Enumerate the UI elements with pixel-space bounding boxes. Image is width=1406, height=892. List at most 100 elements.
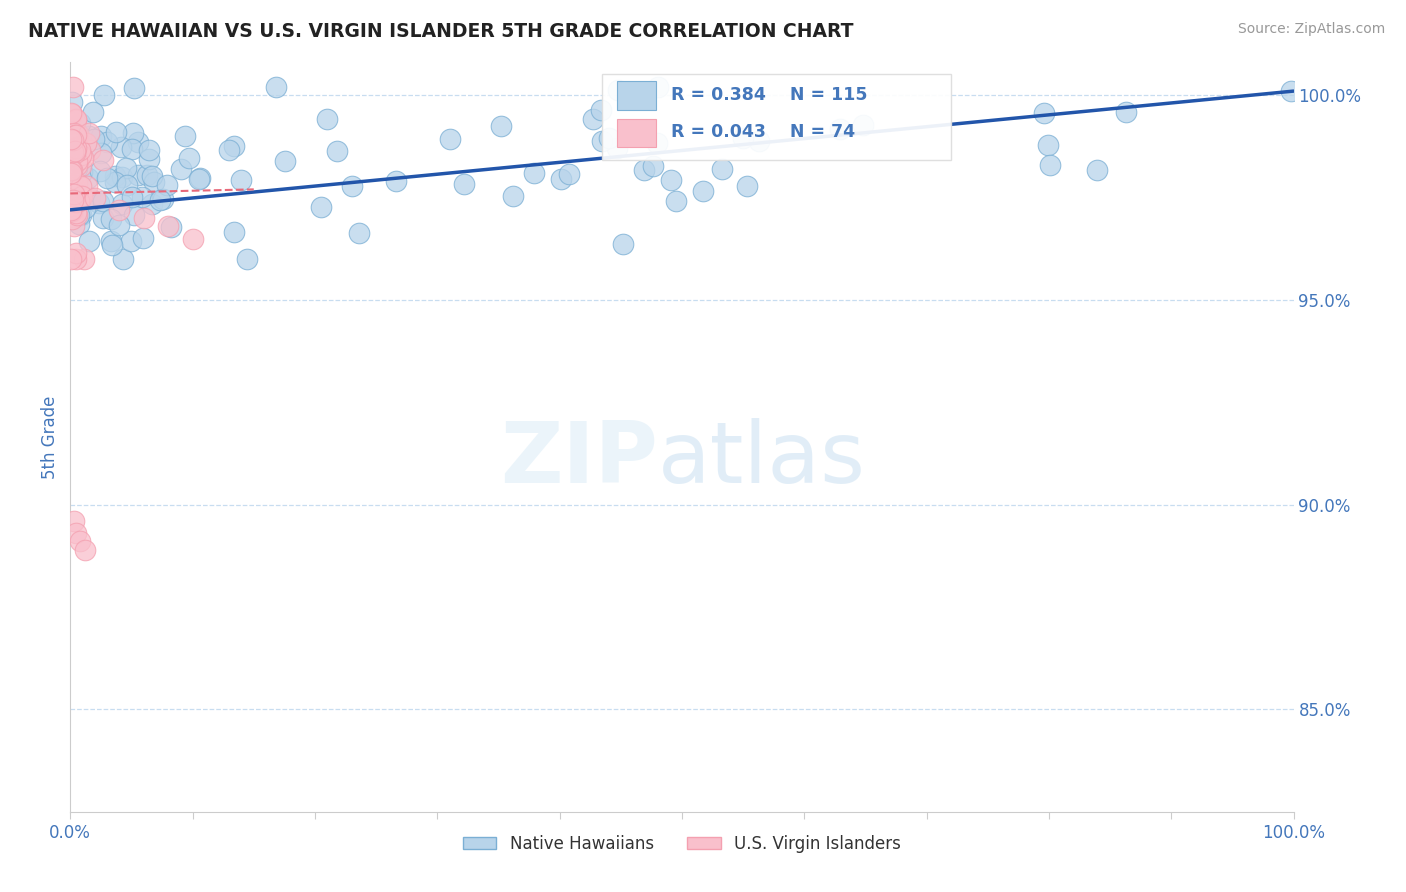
Point [62, 183, 84, 197]
Point [711, 161, 734, 176]
Point [60, 132, 83, 146]
Point [73, 201, 96, 215]
Point [309, 200, 332, 214]
Point [222, 139, 245, 153]
Point [62, 133, 84, 147]
Point [59, 166, 82, 180]
Text: R = 0.384    N = 115: R = 0.384 N = 115 [671, 86, 868, 103]
Point [326, 145, 349, 159]
Point [550, 172, 572, 186]
Point [122, 81, 145, 95]
Legend: Native Hawaiians, U.S. Virgin Islanders: Native Hawaiians, U.S. Virgin Islanders [457, 829, 907, 860]
Point [76, 179, 98, 194]
Point [121, 190, 143, 204]
Point [665, 194, 688, 208]
Point [63, 180, 86, 194]
Point [63, 146, 86, 161]
Point [66, 158, 89, 172]
Point [60, 204, 83, 219]
Point [77, 128, 100, 143]
Point [62, 211, 84, 225]
Point [60, 252, 83, 266]
Point [731, 131, 754, 145]
Point [66, 140, 89, 154]
Point [131, 190, 153, 204]
Point [59, 145, 82, 159]
Point [60, 212, 83, 227]
Point [90, 146, 112, 161]
Point [67, 194, 90, 208]
Point [111, 252, 134, 266]
Point [63, 136, 86, 151]
Point [73, 542, 96, 557]
Point [692, 184, 714, 198]
Point [60, 134, 83, 148]
Point [62, 80, 84, 95]
Point [76, 171, 98, 186]
Point [65, 252, 87, 266]
Point [60, 173, 83, 187]
Point [83, 132, 105, 146]
Point [108, 202, 131, 217]
Text: R = 0.043    N = 74: R = 0.043 N = 74 [671, 123, 855, 141]
Point [69, 189, 91, 203]
Point [633, 162, 655, 177]
Point [59, 202, 82, 217]
Point [104, 176, 127, 190]
Point [70, 160, 93, 174]
Point [59, 105, 82, 120]
Point [70, 148, 93, 162]
Point [177, 152, 200, 166]
Point [77, 235, 100, 249]
Point [110, 140, 132, 154]
Point [169, 162, 191, 177]
Point [93, 88, 115, 103]
Point [598, 131, 620, 145]
Point [82, 105, 104, 120]
Point [60, 136, 83, 151]
Point [141, 169, 163, 183]
Point [66, 161, 89, 175]
Point [489, 119, 512, 133]
Point [120, 234, 142, 248]
Point [63, 129, 86, 144]
Point [1087, 163, 1109, 178]
Point [1032, 106, 1054, 120]
Point [96, 135, 118, 149]
Point [60, 191, 83, 205]
Point [138, 143, 160, 157]
Point [121, 142, 143, 156]
Point [75, 136, 97, 151]
Point [62, 149, 84, 163]
Point [132, 230, 155, 244]
Point [591, 134, 613, 148]
Point [100, 234, 122, 248]
Point [188, 171, 211, 186]
Point [79, 191, 101, 205]
Point [65, 137, 87, 152]
Point [582, 112, 605, 126]
Point [63, 128, 86, 142]
Point [453, 177, 475, 191]
Point [218, 143, 240, 157]
Point [1115, 104, 1137, 119]
Point [70, 189, 93, 203]
Point [100, 211, 122, 226]
Point [188, 170, 211, 185]
Point [523, 166, 546, 180]
Point [108, 218, 131, 232]
Point [173, 128, 195, 143]
Point [60, 95, 83, 110]
Point [851, 118, 873, 132]
Point [229, 173, 252, 187]
Point [90, 129, 112, 144]
Point [62, 145, 84, 159]
Point [72, 252, 94, 266]
Point [65, 112, 87, 127]
Point [63, 514, 86, 528]
Point [62, 133, 84, 147]
Point [138, 153, 160, 167]
Point [735, 179, 758, 194]
Point [60, 183, 83, 197]
Point [65, 194, 87, 209]
